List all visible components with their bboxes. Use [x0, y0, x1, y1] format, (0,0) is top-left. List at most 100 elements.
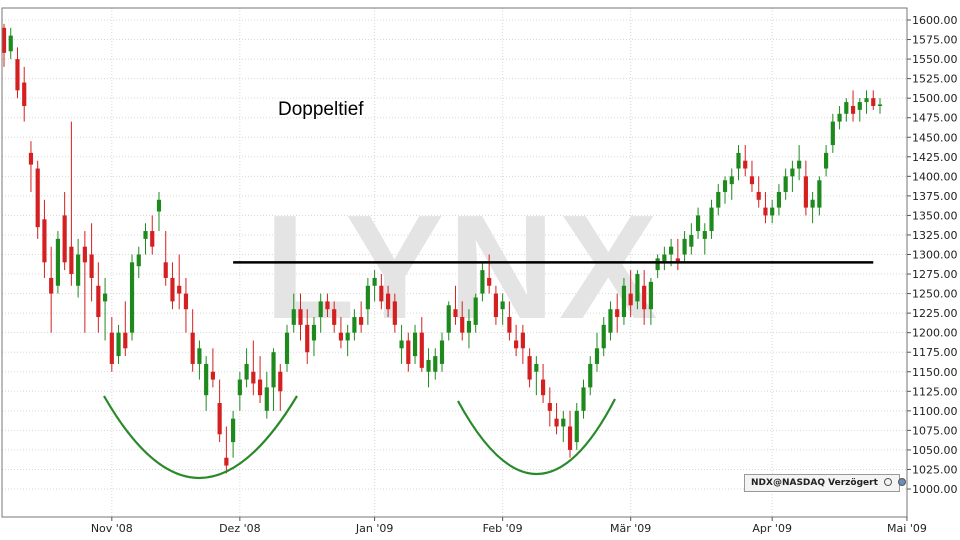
candle-body [540, 379, 546, 396]
candle-body [830, 121, 835, 146]
y-tick-label: 1350.00 [912, 209, 958, 222]
candle-body [35, 168, 40, 228]
candle-body [284, 332, 290, 364]
candle-body [756, 191, 761, 200]
candle [129, 254, 135, 341]
candle-body [298, 309, 303, 325]
candle [332, 301, 337, 333]
candle [163, 231, 168, 286]
candle-body [311, 324, 317, 341]
candle [743, 145, 748, 177]
candle [790, 160, 795, 192]
candle [824, 145, 829, 177]
y-tick-label: 1200.00 [912, 327, 958, 340]
candle [392, 293, 397, 333]
candle [150, 215, 155, 255]
candle-body [190, 332, 195, 364]
candle-body [210, 371, 215, 380]
candle-body [500, 301, 505, 310]
candle [123, 301, 128, 357]
x-tick-label: Jan '09 [355, 522, 393, 535]
candle [514, 324, 519, 357]
candle [338, 317, 344, 349]
candle-body [257, 379, 263, 396]
candle [365, 277, 370, 325]
candle [561, 410, 566, 443]
candle-body [62, 215, 67, 263]
candle-body [594, 348, 600, 364]
candle [446, 301, 451, 341]
candle-body [716, 191, 721, 208]
candle-body [143, 231, 148, 239]
candle-body [251, 371, 256, 384]
candle [28, 141, 34, 192]
candle [237, 371, 242, 411]
candle [527, 348, 532, 388]
candle [96, 262, 101, 333]
candle-body [318, 301, 323, 318]
candle-body [352, 317, 357, 333]
candle-body [655, 258, 660, 271]
candle [352, 309, 357, 341]
candle [204, 356, 209, 411]
candle [8, 27, 13, 60]
candle-body [439, 340, 445, 364]
candle-body [487, 277, 492, 286]
candle [601, 317, 606, 357]
candle [460, 301, 465, 341]
candle-body [534, 363, 539, 372]
candle-body [433, 356, 438, 372]
candle [817, 176, 822, 216]
candle-body [776, 191, 782, 208]
candle [257, 356, 263, 404]
candle-body [217, 403, 222, 435]
candle-body [426, 360, 431, 372]
candle [136, 246, 141, 278]
candle-body [15, 59, 20, 91]
y-tick-label: 1025.00 [912, 463, 958, 476]
candle-body [244, 363, 249, 380]
candle-body [857, 102, 862, 110]
candle-body [89, 254, 94, 278]
candle [621, 277, 627, 325]
candle [729, 168, 734, 200]
source-text: NDX@NASDAQ Verzögert [751, 478, 878, 488]
candle-body [332, 309, 337, 325]
candle [864, 90, 869, 114]
candle-body [729, 176, 734, 185]
candle [493, 285, 498, 325]
candle-body [669, 246, 674, 255]
candle-body [547, 403, 552, 411]
candle-body [877, 104, 883, 106]
y-tick-label: 1325.00 [912, 229, 958, 242]
settings-icon[interactable] [884, 478, 893, 486]
candle-body [325, 301, 330, 310]
candle [42, 199, 47, 278]
candle-body [129, 262, 135, 333]
candle [581, 379, 586, 419]
candles [1, 23, 883, 474]
candle-body [1, 27, 7, 53]
y-tick-label: 1475.00 [912, 112, 958, 125]
candle [763, 191, 768, 224]
candle-body [170, 277, 175, 302]
y-tick-label: 1175.00 [912, 346, 958, 359]
candle [399, 324, 404, 364]
candle [877, 98, 883, 114]
candle-body [628, 293, 633, 306]
candle [109, 317, 114, 372]
y-tick-label: 1300.00 [912, 249, 958, 262]
candle [500, 293, 505, 325]
candle-body [837, 113, 842, 122]
candle-body [743, 160, 748, 169]
candle [359, 301, 364, 333]
candle-body [76, 254, 81, 286]
candle [635, 270, 640, 310]
candle-body [493, 293, 498, 318]
globe-icon[interactable] [898, 478, 907, 486]
candle-body [615, 309, 620, 318]
candle [15, 47, 20, 99]
candle [291, 293, 296, 333]
candle [433, 348, 438, 380]
